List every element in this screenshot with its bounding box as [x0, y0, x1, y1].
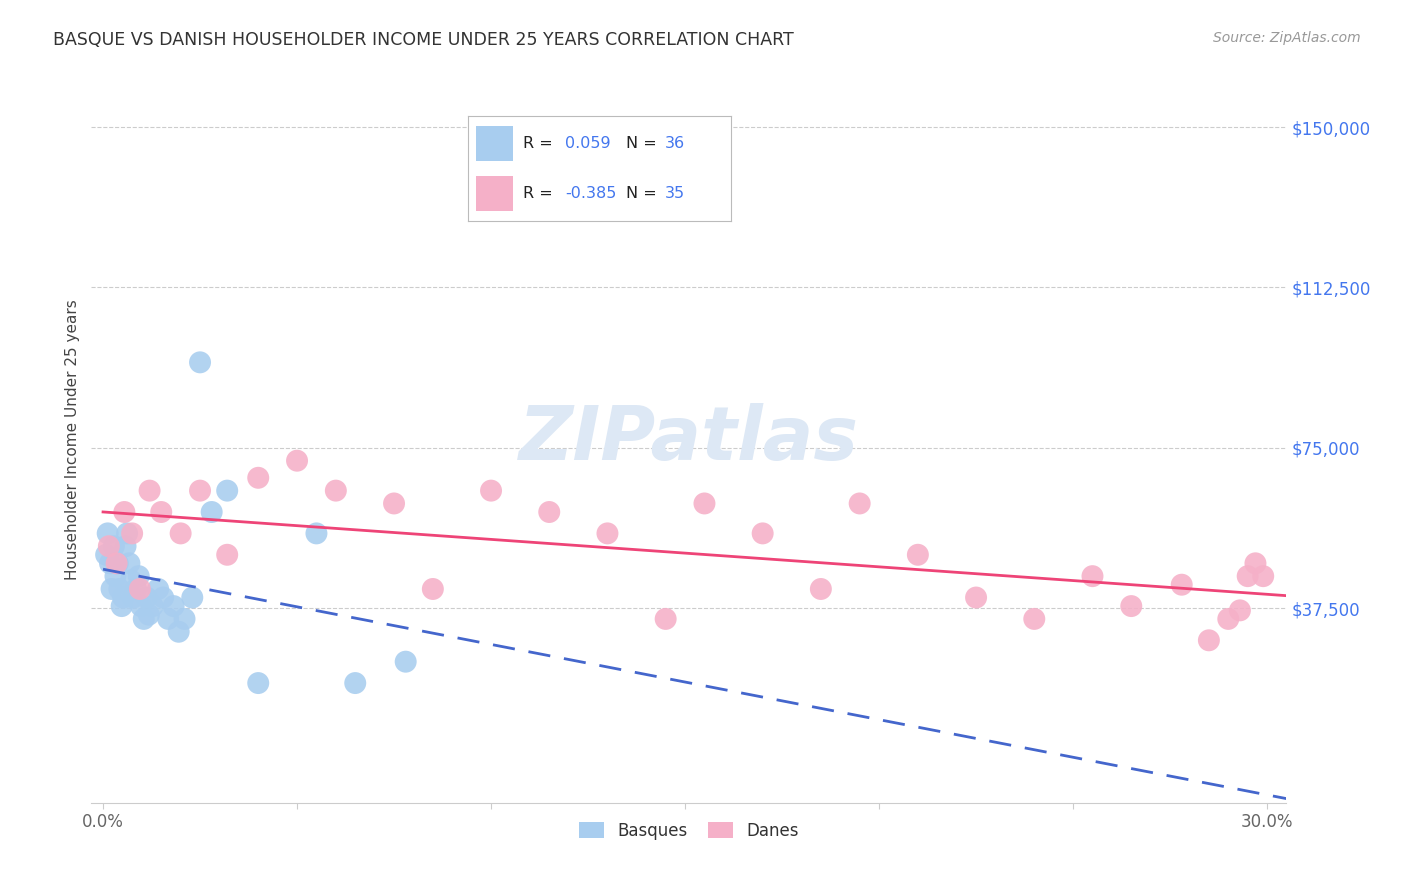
Point: [217, 483, 239, 498]
Point: [217, 548, 239, 562]
Point: [94, 548, 117, 562]
Y-axis label: Householder Income Under 25 years: Householder Income Under 25 years: [65, 299, 80, 580]
Point: [129, 599, 152, 613]
Text: Source: ZipAtlas.com: Source: ZipAtlas.com: [1213, 31, 1361, 45]
Point: [152, 591, 174, 605]
Point: [104, 569, 127, 583]
Point: [1236, 569, 1258, 583]
Point: [1251, 569, 1274, 583]
Point: [1198, 633, 1220, 648]
Point: [693, 496, 716, 510]
Point: [128, 582, 150, 596]
Point: [285, 453, 308, 467]
Point: [344, 676, 367, 690]
Point: [1170, 578, 1192, 592]
Point: [103, 539, 125, 553]
Point: [247, 471, 270, 485]
Point: [751, 526, 773, 541]
Point: [1244, 557, 1267, 571]
Point: [1081, 569, 1104, 583]
Point: [810, 582, 832, 596]
Point: [479, 483, 502, 498]
Point: [1121, 599, 1143, 613]
Point: [97, 539, 120, 553]
Point: [108, 582, 131, 596]
Point: [654, 612, 676, 626]
Point: [157, 612, 180, 626]
Point: [422, 582, 444, 596]
Point: [596, 526, 619, 541]
Point: [111, 599, 134, 613]
Point: [201, 505, 224, 519]
Point: [965, 591, 987, 605]
Point: [538, 505, 561, 519]
Point: [247, 676, 270, 690]
Point: [325, 483, 347, 498]
Point: [169, 526, 191, 541]
Point: [135, 591, 157, 605]
Point: [173, 612, 195, 626]
Point: [128, 569, 150, 583]
Point: [98, 557, 121, 571]
Point: [167, 624, 190, 639]
Point: [142, 599, 165, 613]
Point: [118, 557, 141, 571]
Point: [100, 582, 122, 596]
Point: [181, 591, 204, 605]
Point: [1229, 603, 1251, 617]
Point: [1024, 612, 1046, 626]
Point: [1218, 612, 1240, 626]
Point: [97, 526, 120, 541]
Legend: Basques, Danes: Basques, Danes: [572, 815, 806, 847]
Point: [146, 582, 169, 596]
Text: BASQUE VS DANISH HOUSEHOLDER INCOME UNDER 25 YEARS CORRELATION CHART: BASQUE VS DANISH HOUSEHOLDER INCOME UNDE…: [53, 31, 794, 49]
Point: [115, 526, 138, 541]
Point: [112, 591, 135, 605]
Point: [132, 612, 155, 626]
Point: [105, 557, 128, 571]
Point: [138, 483, 160, 498]
Point: [188, 483, 211, 498]
Point: [188, 355, 211, 369]
Point: [138, 607, 160, 622]
Point: [114, 539, 136, 553]
Point: [848, 496, 870, 510]
Point: [125, 582, 148, 596]
Point: [120, 574, 142, 588]
Point: [150, 505, 173, 519]
Text: ZIPatlas: ZIPatlas: [519, 403, 859, 475]
Point: [121, 526, 143, 541]
Point: [112, 505, 135, 519]
Point: [395, 655, 418, 669]
Point: [382, 496, 405, 510]
Point: [122, 591, 145, 605]
Point: [907, 548, 929, 562]
Point: [107, 557, 129, 571]
Point: [305, 526, 328, 541]
Point: [163, 599, 186, 613]
